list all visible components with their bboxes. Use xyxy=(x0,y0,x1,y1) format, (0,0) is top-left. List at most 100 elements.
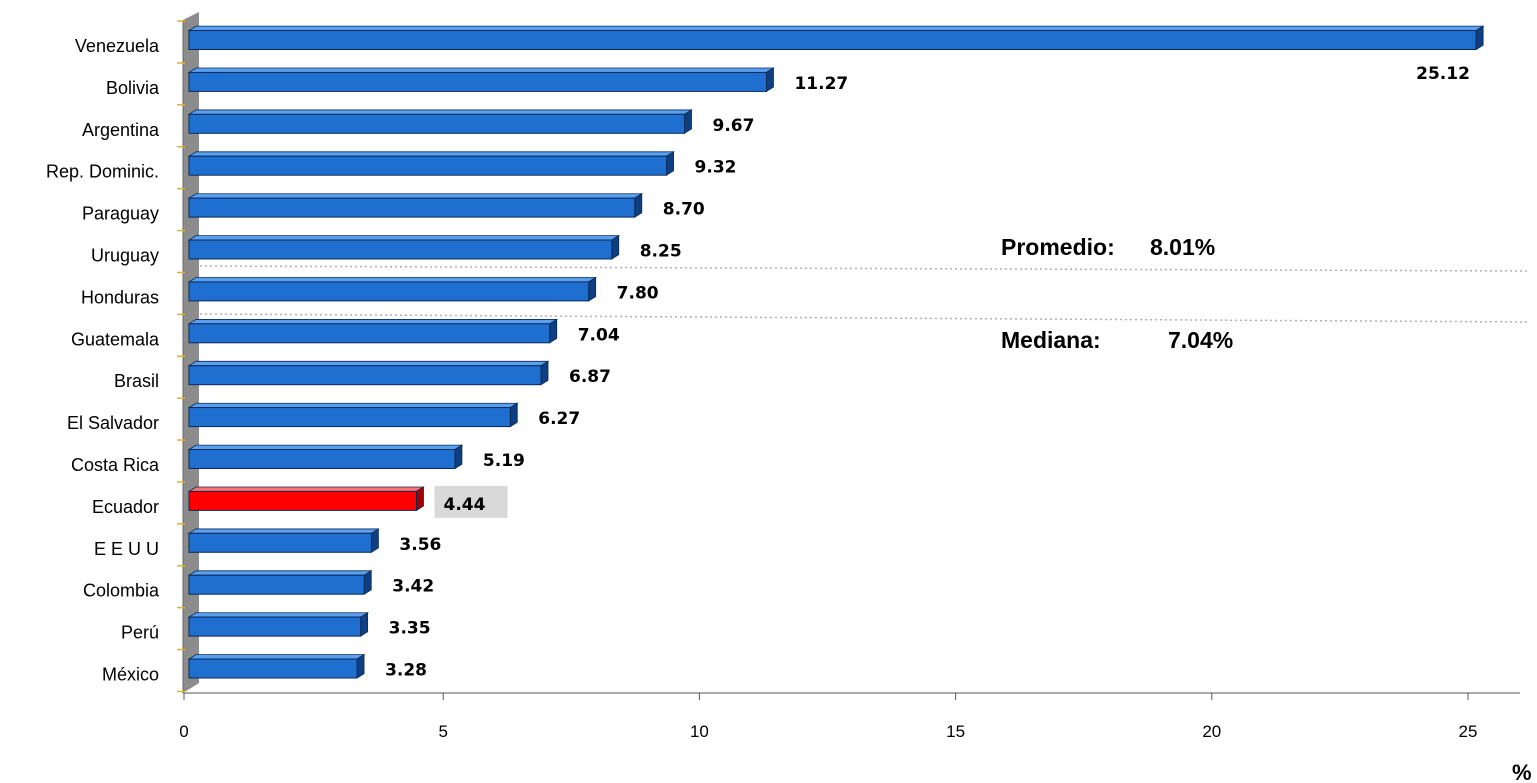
bar-4 xyxy=(187,193,644,218)
x-tick-label: 15 xyxy=(946,722,965,741)
bar-front-face xyxy=(188,155,668,176)
category-label: Argentina xyxy=(82,120,160,140)
category-label: Perú xyxy=(121,623,159,643)
value-label: 8.70 xyxy=(663,200,705,220)
wall-side xyxy=(183,12,199,693)
bar-top-face xyxy=(187,25,1485,31)
x-axis: 0 5 10 15 20 25 xyxy=(179,692,1520,741)
bar-10 xyxy=(187,444,464,470)
category-label: E E U U xyxy=(94,539,159,559)
value-label: 6.87 xyxy=(569,367,611,387)
value-label: 4.44 xyxy=(444,495,486,515)
category-label: Paraguay xyxy=(82,204,159,224)
x-tick-label: 10 xyxy=(690,722,709,741)
bar-side-face xyxy=(1475,25,1484,51)
category-label: México xyxy=(102,665,159,685)
bar-side-face xyxy=(454,444,463,470)
bar-side-face xyxy=(416,486,424,512)
bar-9 xyxy=(187,402,519,428)
x-tick-label: 5 xyxy=(438,722,447,741)
x-tick-label: 20 xyxy=(1202,722,1221,741)
bar-side-face xyxy=(540,360,549,386)
mediana-line xyxy=(199,313,1531,323)
bar-top-face xyxy=(187,654,366,660)
category-label: Bolivia xyxy=(106,78,160,98)
bar-top-face xyxy=(187,193,644,199)
category-label: Rep. Dominic. xyxy=(46,162,159,182)
bar-side-face xyxy=(588,276,597,302)
bar-front-face xyxy=(188,365,542,386)
chart-wall xyxy=(177,12,199,693)
value-label: 7.80 xyxy=(617,283,659,303)
bar-front-face xyxy=(188,113,685,134)
mediana-value: 7.04% xyxy=(1168,327,1233,353)
value-label: 11.27 xyxy=(794,74,848,94)
value-label: 9.32 xyxy=(695,158,737,178)
bar-11 xyxy=(187,486,425,512)
bar-front-face xyxy=(188,281,590,302)
x-tick-label: 25 xyxy=(1459,722,1478,741)
bar-side-face xyxy=(766,67,774,93)
bar-top-face xyxy=(187,360,550,367)
annotations: Promedio: 8.01% Mediana: 7.04% xyxy=(1001,234,1233,353)
bar-side-face xyxy=(666,151,674,176)
category-label: Honduras xyxy=(81,287,159,307)
bar-side-face xyxy=(549,318,558,344)
bar-13 xyxy=(187,570,373,595)
bar-front-face xyxy=(188,574,365,595)
bar-top-face xyxy=(187,109,693,115)
bar-1 xyxy=(187,67,775,93)
bar-side-face xyxy=(356,653,365,679)
category-label: Uruguay xyxy=(91,246,159,266)
category-labels: Venezuela Bolivia Argentina Rep. Dominic. Pa… xyxy=(46,36,160,685)
category-label: Ecuador xyxy=(92,497,159,517)
mediana-label: Mediana: xyxy=(1001,327,1101,353)
bar-front-face xyxy=(188,30,1477,50)
bar-front-face xyxy=(188,490,418,511)
value-label: 3.35 xyxy=(389,619,431,639)
bar-side-face xyxy=(684,109,692,135)
bar-side-face xyxy=(509,402,518,428)
bar-front-face xyxy=(188,71,767,92)
bar-top-face xyxy=(187,277,598,283)
bar-front-face xyxy=(188,616,362,637)
x-tick-label: 0 xyxy=(179,722,188,741)
category-label: Colombia xyxy=(83,581,160,601)
bar-front-face xyxy=(188,197,636,218)
bar-3 xyxy=(187,151,675,176)
category-label: Venezuela xyxy=(75,36,160,56)
bar-0 xyxy=(187,25,1485,51)
value-label: 9.67 xyxy=(712,116,754,136)
bar-front-face xyxy=(188,532,372,553)
promedio-value: 8.01% xyxy=(1150,234,1215,260)
promedio-label: Promedio: xyxy=(1001,234,1115,260)
bar-top-face xyxy=(187,151,675,157)
value-label: 5.19 xyxy=(483,451,525,471)
bar-2 xyxy=(187,109,693,135)
category-label: Brasil xyxy=(114,371,159,391)
bar-top-face xyxy=(187,235,621,241)
bar-top-face xyxy=(187,570,373,576)
category-label: Guatemala xyxy=(71,329,160,349)
bar-front-face xyxy=(188,407,511,428)
bar-top-face xyxy=(187,67,775,73)
value-label: 3.28 xyxy=(385,661,427,681)
bar-6 xyxy=(187,276,598,302)
bar-top-face xyxy=(187,444,464,450)
bar-front-face xyxy=(188,449,456,469)
bar-side-face xyxy=(634,193,643,218)
value-label: 7.04 xyxy=(578,325,620,345)
bar-top-face xyxy=(187,528,380,534)
bar-8 xyxy=(187,360,550,386)
reference-lines xyxy=(199,265,1531,323)
bar-front-face xyxy=(188,239,613,260)
value-labels: 25.12 11.27 9.67 9.32 8.70 8.25 7.80 7.04 6.87 6.… xyxy=(385,64,1470,681)
value-label: 3.42 xyxy=(392,577,434,597)
bar-top-face xyxy=(187,612,370,618)
highlight-label-background xyxy=(434,485,508,518)
bar-14 xyxy=(187,612,370,637)
bar-side-face xyxy=(360,612,369,637)
category-label: Costa Rica xyxy=(71,455,160,475)
value-label: 6.27 xyxy=(538,409,580,429)
